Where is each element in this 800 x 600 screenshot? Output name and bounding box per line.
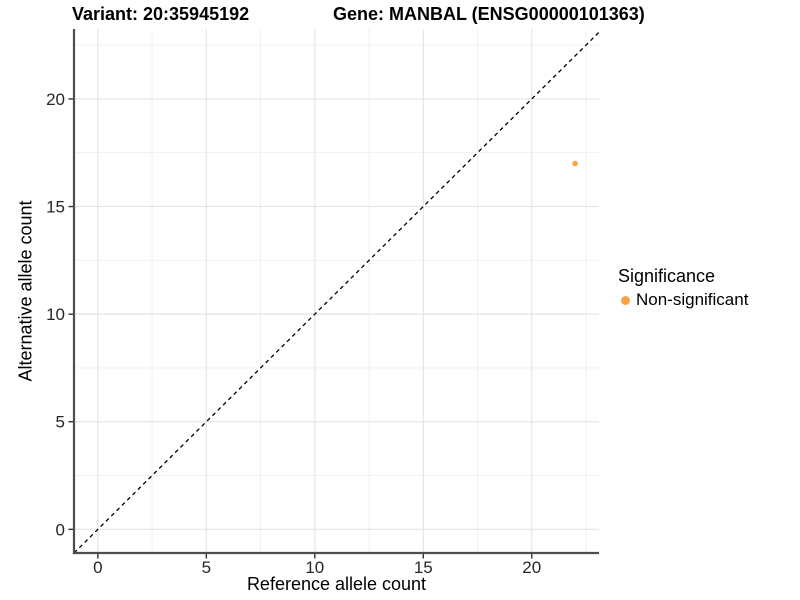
x-axis-title: Reference allele count	[246, 574, 427, 594]
variant-title: Variant: 20:35945192	[72, 4, 250, 24]
legend: Significance Non-significant	[613, 266, 748, 310]
legend-item-non-significant: Non-significant	[621, 290, 748, 310]
y-tick-label: 0	[56, 520, 65, 539]
x-tick-label: 10	[305, 558, 324, 577]
gene-title: Gene: MANBAL (ENSG00000101363)	[333, 4, 645, 24]
y-tick-label: 10	[46, 305, 65, 324]
legend-title: Significance	[618, 266, 716, 286]
data-point-non-significant	[572, 160, 578, 167]
y-tick-label: 20	[46, 90, 65, 109]
x-tick-label: 5	[202, 558, 211, 577]
legend-item-label: Non-significant	[636, 290, 749, 309]
y-tick-label: 15	[46, 198, 65, 217]
identity-reference-line	[73, 31, 600, 554]
y-axis-title: Alternative allele count	[15, 200, 36, 382]
x-tick-label: 15	[414, 558, 433, 577]
x-tick-label: 20	[522, 558, 541, 577]
legend-point-icon	[621, 295, 630, 305]
y-tick-label: 5	[56, 413, 65, 432]
x-tick-label: 0	[93, 558, 102, 577]
